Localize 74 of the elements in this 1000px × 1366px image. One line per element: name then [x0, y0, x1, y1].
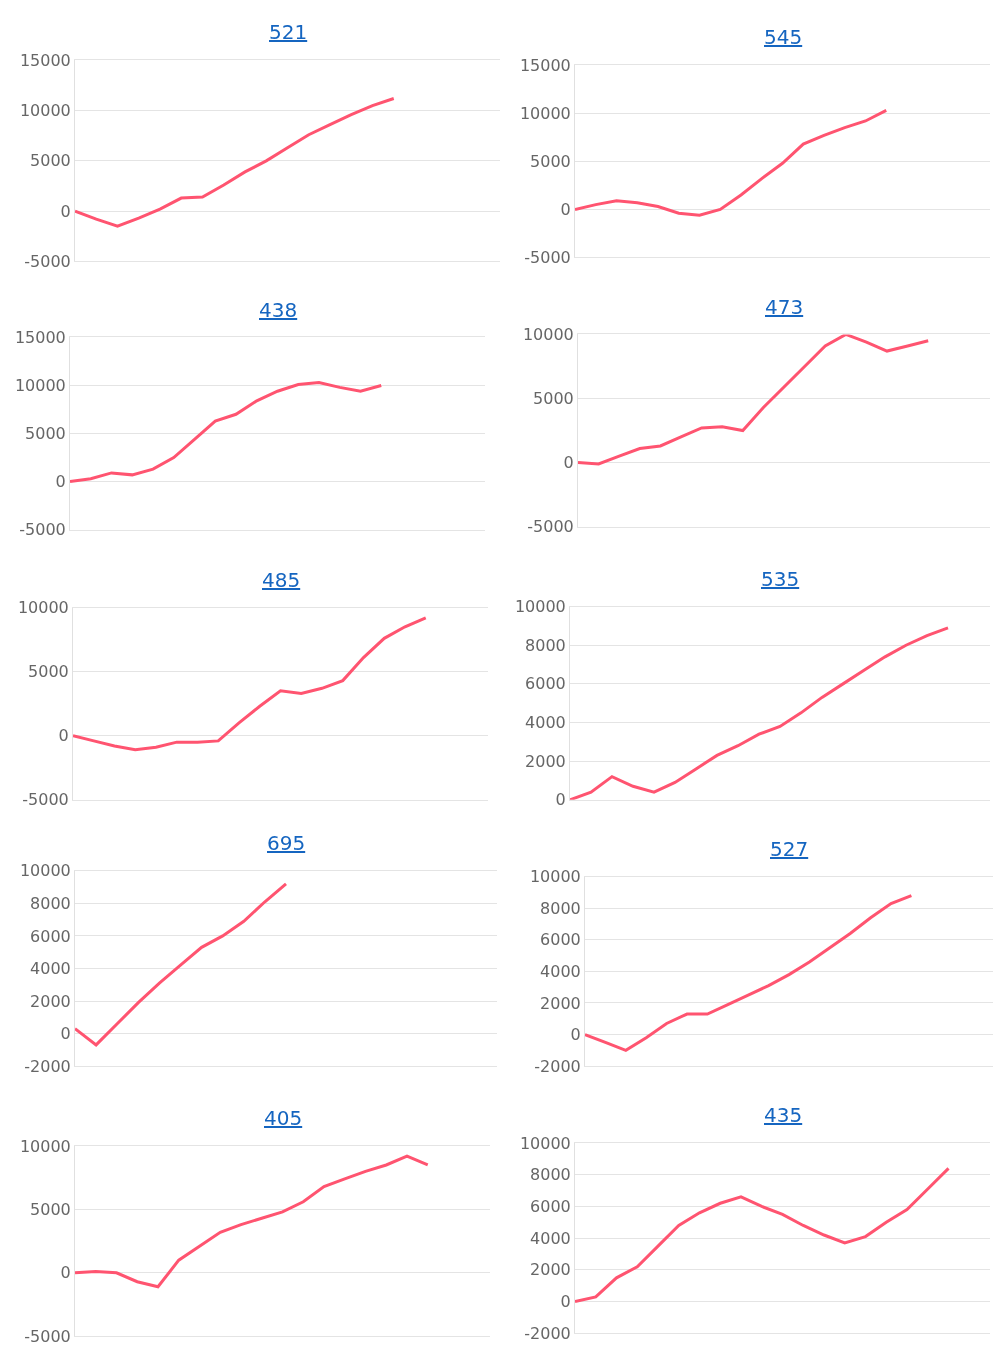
y-tick-label: 0	[60, 1263, 71, 1283]
y-tick-label: 10000	[529, 867, 581, 887]
line-series	[75, 882, 288, 1047]
y-tick-label: 0	[560, 200, 571, 220]
y-tick-label: 5000	[25, 424, 66, 444]
chart-title: 473	[765, 295, 804, 319]
line-series	[570, 626, 950, 800]
y-tick-label: -5000	[22, 790, 69, 810]
y-tick-label: 8000	[530, 1165, 571, 1185]
y-tick-label: -5000	[24, 252, 71, 272]
y-tick-label: 5000	[530, 151, 571, 171]
y-tick-label: 10000	[14, 376, 66, 396]
y-tick-label: -5000	[527, 517, 574, 537]
chart-title: 405	[264, 1106, 303, 1130]
chart-title: 527	[770, 837, 809, 861]
line-series	[70, 381, 383, 484]
y-tick-label: 0	[55, 472, 66, 492]
y-tick-label: 10000	[514, 597, 566, 617]
y-tick-label: -2000	[24, 1056, 71, 1076]
y-tick-label: -5000	[24, 1326, 71, 1346]
y-tick-label: 10000	[519, 103, 571, 123]
y-tick-label: 5000	[533, 389, 574, 409]
y-tick-label: 4000	[540, 962, 581, 982]
line-series	[578, 334, 930, 466]
line-series	[575, 108, 888, 217]
chart-title: 545	[764, 25, 803, 49]
y-tick-label: 0	[60, 201, 71, 221]
line-series	[585, 894, 913, 1052]
y-tick-label: 2000	[30, 991, 71, 1011]
y-tick-label: 6000	[530, 1197, 571, 1217]
chart-title: 438	[259, 298, 298, 322]
y-tick-label: -2000	[534, 1056, 581, 1076]
y-tick-label: 8000	[30, 893, 71, 913]
line-series	[75, 97, 396, 228]
y-tick-label: 15000	[19, 50, 71, 70]
chart-title: 521	[269, 20, 308, 44]
y-tick-label: -5000	[524, 248, 571, 268]
y-tick-label: 6000	[540, 930, 581, 950]
y-tick-label: 0	[570, 1025, 581, 1045]
line-series	[73, 616, 428, 752]
y-tick-label: 5000	[28, 662, 69, 682]
y-tick-label: 4000	[530, 1228, 571, 1248]
y-tick-label: -5000	[19, 520, 66, 540]
y-tick-label: 4000	[30, 959, 71, 979]
y-tick-label: 0	[58, 726, 69, 746]
y-tick-label: 0	[555, 790, 566, 810]
chart-title: 485	[262, 568, 301, 592]
y-tick-label: 10000	[522, 325, 574, 345]
y-tick-label: 15000	[519, 55, 571, 75]
y-tick-label: 10000	[519, 1133, 571, 1153]
y-tick-label: 0	[563, 453, 574, 473]
y-tick-label: 10000	[17, 598, 69, 618]
y-tick-label: 6000	[525, 674, 566, 694]
chart-title: 435	[764, 1103, 803, 1127]
y-tick-label: 8000	[525, 635, 566, 655]
y-tick-label: 15000	[14, 327, 66, 347]
y-tick-label: 0	[560, 1292, 571, 1312]
y-tick-label: 10000	[19, 101, 71, 121]
y-tick-label: 0	[60, 1024, 71, 1044]
y-tick-label: 8000	[540, 898, 581, 918]
y-tick-label: 2000	[530, 1260, 571, 1280]
y-tick-label: -2000	[524, 1323, 571, 1343]
chart-title: 695	[267, 831, 306, 855]
y-tick-label: 4000	[525, 713, 566, 733]
y-tick-label: 5000	[30, 151, 71, 171]
line-series	[75, 1154, 430, 1289]
y-tick-label: 5000	[30, 1200, 71, 1219]
y-tick-label: 2000	[540, 993, 581, 1013]
y-tick-label: 10000	[19, 1136, 71, 1156]
line-series	[575, 1166, 950, 1304]
y-tick-label: 2000	[525, 751, 566, 771]
y-tick-label: 10000	[19, 861, 71, 881]
y-tick-label: 6000	[30, 926, 71, 946]
chart-title: 535	[761, 567, 800, 591]
